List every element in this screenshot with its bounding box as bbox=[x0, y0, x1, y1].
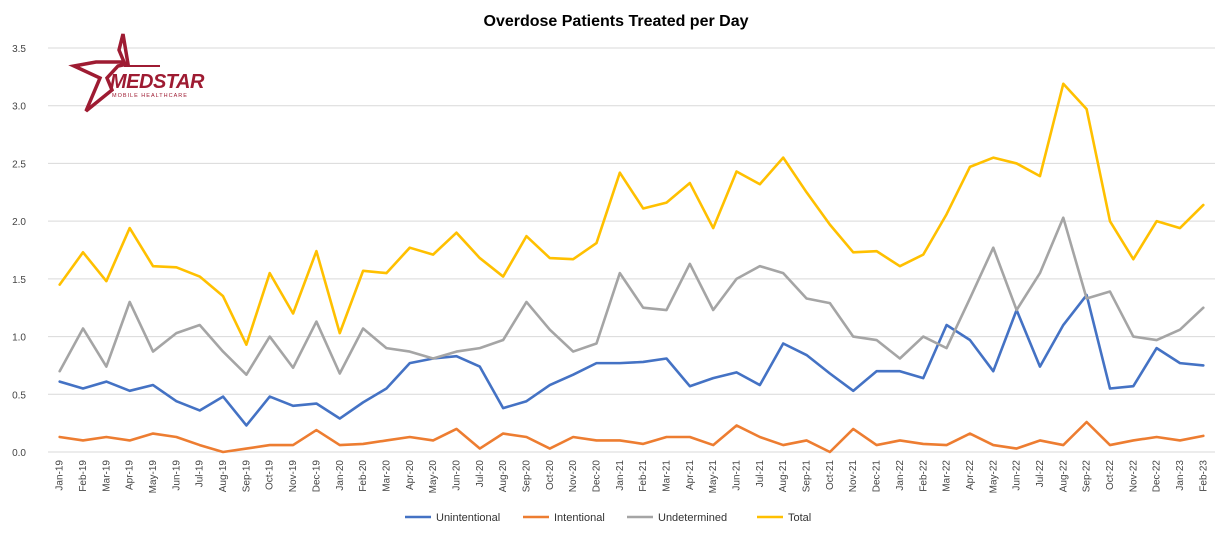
x-tick-label: Aug-22 bbox=[1058, 460, 1069, 493]
y-tick-label: 0.0 bbox=[12, 448, 26, 459]
y-tick-label: 2.0 bbox=[12, 217, 26, 228]
x-tick-label: Mar-19 bbox=[101, 460, 112, 492]
x-tick-label: Feb-19 bbox=[78, 460, 89, 492]
x-axis-tick-labels: Jan-19 Feb-19 Mar-19 Apr-19 May-19 Jun-19 Jul-… bbox=[55, 460, 1210, 494]
x-tick-label: Jul-21 bbox=[755, 460, 766, 488]
y-tick-label: 3.0 bbox=[12, 102, 26, 113]
x-tick-label: Feb-23 bbox=[1198, 460, 1209, 492]
x-tick-label: Aug-19 bbox=[218, 460, 229, 493]
series-line-unintentional bbox=[58, 293, 1205, 427]
x-tick-label: Jan-21 bbox=[615, 460, 626, 491]
x-tick-label: Sep-20 bbox=[521, 460, 532, 493]
series-line-intentional bbox=[58, 420, 1205, 454]
x-tick-label: Jun-19 bbox=[171, 460, 182, 491]
legend-item-intentional: Intentional bbox=[523, 512, 605, 524]
x-tick-label: Dec-19 bbox=[311, 460, 322, 493]
y-tick-label: 0.5 bbox=[12, 390, 26, 401]
y-tick-label: 1.5 bbox=[12, 275, 26, 286]
legend-label: Intentional bbox=[554, 512, 605, 524]
x-tick-label: Oct-19 bbox=[265, 460, 276, 490]
series-lines bbox=[58, 82, 1205, 454]
x-tick-label: Jan-23 bbox=[1175, 460, 1186, 491]
x-tick-label: Oct-22 bbox=[1105, 460, 1116, 490]
x-tick-label: Feb-22 bbox=[918, 460, 929, 492]
x-tick-label: Jan-22 bbox=[895, 460, 906, 491]
x-tick-label: Apr-21 bbox=[685, 460, 696, 490]
gridlines bbox=[48, 47, 1215, 453]
y-tick-label: 2.5 bbox=[12, 159, 26, 170]
x-tick-label: Jan-20 bbox=[335, 460, 346, 491]
series-line-undetermined bbox=[58, 216, 1205, 376]
x-tick-label: Jul-19 bbox=[195, 460, 206, 488]
legend-label: Total bbox=[788, 512, 811, 524]
medstar-logo: MEDSTAR MOBILE HEALTHCARE bbox=[68, 33, 205, 113]
x-tick-label: Aug-21 bbox=[778, 460, 789, 493]
chart-title: Overdose Patients Treated per Day bbox=[484, 13, 749, 30]
y-axis-tick-labels: 0.0 0.5 1.0 1.5 2.0 2.5 3.0 3.5 bbox=[12, 44, 26, 459]
x-tick-label: May-21 bbox=[708, 460, 719, 494]
x-tick-label: Aug-20 bbox=[498, 460, 509, 493]
x-tick-label: Jul-22 bbox=[1035, 460, 1046, 488]
x-tick-label: Dec-22 bbox=[1152, 460, 1163, 493]
x-tick-label: Nov-22 bbox=[1128, 460, 1139, 493]
x-tick-label: Jan-19 bbox=[55, 460, 66, 491]
legend-item-total: Total bbox=[757, 512, 811, 524]
legend: Unintentional Intentional Undetermined Tota… bbox=[405, 512, 811, 524]
legend-label: Unintentional bbox=[436, 512, 500, 524]
x-tick-label: Dec-21 bbox=[872, 460, 883, 493]
x-tick-label: Sep-21 bbox=[802, 460, 813, 493]
x-tick-label: Jun-21 bbox=[732, 460, 743, 491]
x-tick-label: Sep-19 bbox=[241, 460, 252, 493]
x-tick-label: Apr-22 bbox=[965, 460, 976, 490]
x-tick-label: Feb-21 bbox=[638, 460, 649, 492]
y-tick-label: 3.5 bbox=[12, 44, 26, 55]
x-tick-label: Nov-21 bbox=[848, 460, 859, 493]
legend-item-unintentional: Unintentional bbox=[405, 512, 500, 524]
x-tick-label: Apr-20 bbox=[405, 460, 416, 490]
x-tick-label: Sep-22 bbox=[1082, 460, 1093, 493]
x-tick-label: Dec-20 bbox=[591, 460, 602, 493]
x-tick-label: Mar-20 bbox=[381, 460, 392, 492]
x-tick-label: Feb-20 bbox=[358, 460, 369, 492]
x-tick-label: Jul-20 bbox=[475, 460, 486, 488]
series-line-total bbox=[58, 82, 1205, 346]
x-tick-label: Oct-21 bbox=[825, 460, 836, 490]
legend-label: Undetermined bbox=[658, 512, 727, 524]
x-tick-label: May-20 bbox=[428, 460, 439, 494]
x-tick-label: Mar-22 bbox=[942, 460, 953, 492]
star-logo-icon bbox=[68, 33, 131, 113]
legend-item-undetermined: Undetermined bbox=[627, 512, 727, 524]
x-tick-label: Jun-20 bbox=[451, 460, 462, 491]
x-tick-label: Nov-20 bbox=[568, 460, 579, 493]
logo-name: MEDSTAR bbox=[110, 71, 205, 93]
x-tick-label: Nov-19 bbox=[288, 460, 299, 493]
y-tick-label: 1.0 bbox=[12, 333, 26, 344]
x-tick-label: Oct-20 bbox=[545, 460, 556, 490]
x-tick-label: Jun-22 bbox=[1012, 460, 1023, 491]
x-tick-label: Apr-19 bbox=[125, 460, 136, 490]
x-tick-label: May-19 bbox=[148, 460, 159, 494]
x-tick-label: May-22 bbox=[988, 460, 999, 494]
logo-subtitle: MOBILE HEALTHCARE bbox=[112, 93, 188, 99]
x-tick-label: Mar-21 bbox=[662, 460, 673, 492]
